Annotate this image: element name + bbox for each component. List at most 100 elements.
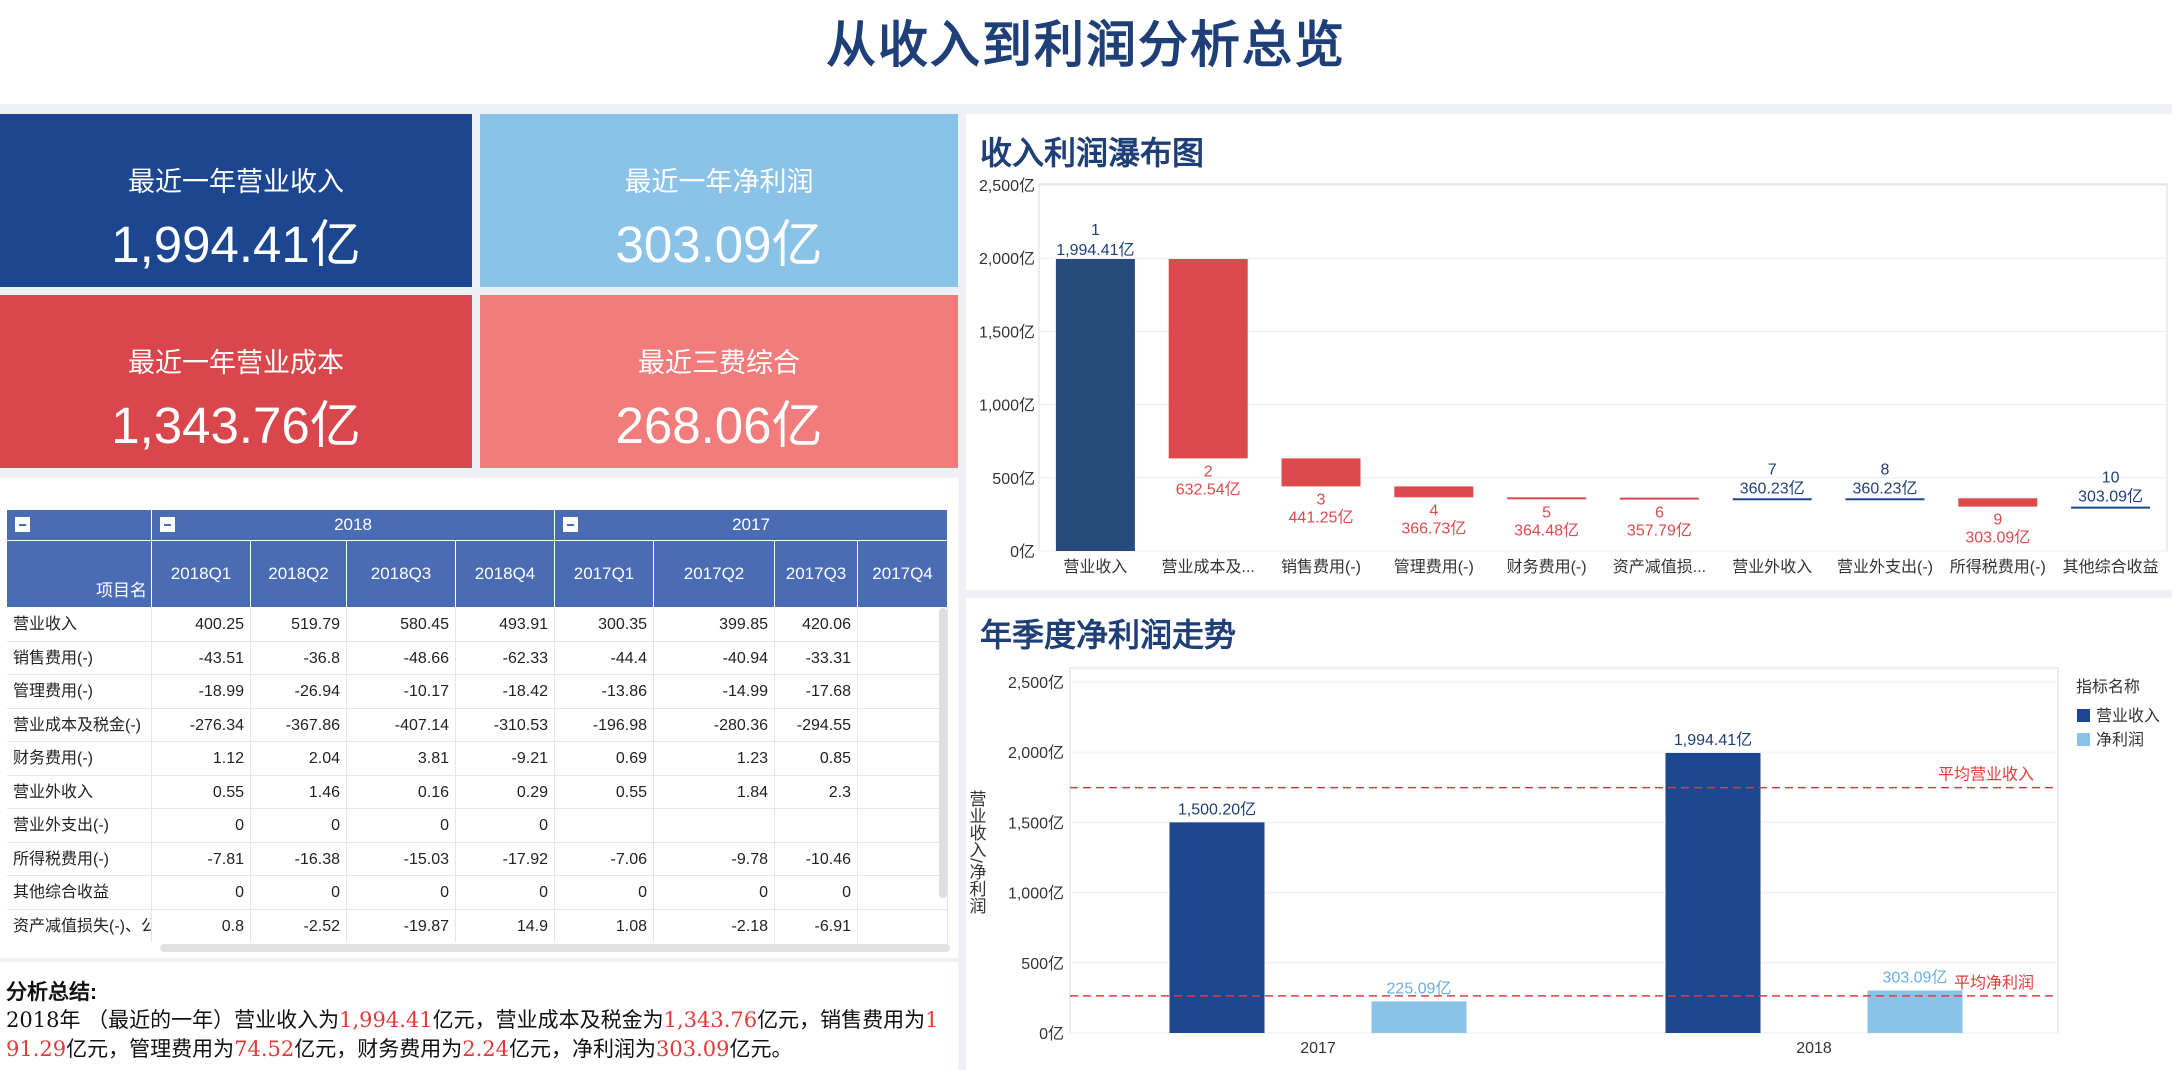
table-row[interactable]: 营业外支出(-) 0 0 0 0 — [7, 809, 948, 843]
value-cell: 0 — [347, 876, 456, 909]
item-header-label: 项目名 — [96, 581, 147, 600]
table-row[interactable]: 其他综合收益 0 0 0 0 0 0 0 — [7, 876, 948, 910]
value-cell: -196.98 — [555, 708, 654, 742]
kpi-card-operating-cost: 最近一年营业成本 1,343.76亿 — [0, 295, 472, 468]
title-bar: 从收入到利润分析总览 — [0, 0, 2172, 104]
reference-line-label: 平均营业收入 — [1938, 766, 2034, 784]
x-tick-label: 2018 — [1796, 1040, 1832, 1057]
value-cell: 0.85 — [775, 742, 858, 775]
value-cell: -19.87 — [347, 909, 456, 942]
bar-index-label: 9 — [1993, 512, 2002, 529]
summary-value: 2.24 — [462, 1037, 510, 1061]
bar — [1958, 498, 2038, 507]
value-cell — [858, 876, 948, 909]
kpi-value: 303.09亿 — [615, 216, 823, 273]
value-cell: 0 — [152, 876, 251, 909]
x-tick-label: 营业外收入 — [1732, 558, 1812, 576]
summary-value: 303.09 — [656, 1037, 730, 1061]
value-cell: 300.35 — [555, 608, 654, 641]
data-label: 1,994.41亿 — [1056, 241, 1134, 259]
y-tick-label: 2,500亿 — [979, 177, 1035, 195]
vertical-scrollbar[interactable] — [939, 608, 947, 898]
value-cell — [858, 775, 948, 809]
pivot-table[interactable]: 2018 2017 项目名 2018Q1 2018Q2 2018Q3 2018Q4 20… — [7, 510, 948, 942]
table-row[interactable]: 销售费用(-) -43.51 -36.8 -48.66 -62.33 -44.4 -40.9… — [7, 641, 948, 675]
summary-text-part: 亿元。 — [729, 1037, 793, 1061]
data-label: 1,500.20亿 — [1178, 800, 1256, 818]
table-row[interactable]: 所得税费用(-) -7.81 -16.38 -15.03 -17.92 -7.06 -9.7… — [7, 842, 948, 876]
value-cell: 0 — [456, 876, 555, 909]
value-cell: 519.79 — [251, 608, 347, 641]
data-label: 360.23亿 — [1853, 479, 1918, 497]
value-cell: -6.91 — [775, 909, 858, 942]
bar — [1665, 752, 1761, 1033]
bar-index-label: 7 — [1768, 461, 1777, 478]
value-cell — [555, 809, 654, 842]
value-cell: -7.81 — [152, 842, 251, 876]
row-name-cell: 销售费用(-) — [7, 641, 152, 675]
bar-index-label: 6 — [1655, 505, 1664, 522]
legend-swatch — [2077, 733, 2090, 746]
chart-title: 收入利润瀑布图 — [980, 135, 1205, 171]
value-cell: 0 — [456, 809, 555, 842]
value-cell: -44.4 — [555, 641, 654, 675]
kpi-label: 最近一年营业收入 — [128, 167, 344, 197]
quarter-header: 2017Q3 — [775, 541, 858, 608]
table-row[interactable]: 管理费用(-) -18.99 -26.94 -10.17 -18.42 -13.86 -14… — [7, 675, 948, 709]
x-tick-label: 所得税费用(-) — [1950, 558, 2046, 576]
summary-value: 1,343.76 — [663, 1008, 758, 1032]
value-cell: -62.33 — [456, 641, 555, 675]
bar — [1507, 497, 1587, 500]
quarter-header: 2018Q4 — [456, 541, 555, 608]
data-label: 303.09亿 — [1965, 529, 2030, 547]
value-cell: -16.38 — [251, 842, 347, 876]
kpi-card-net-profit: 最近一年净利润 303.09亿 — [480, 114, 958, 287]
bar — [1732, 498, 1812, 501]
y-tick-label: 2,500亿 — [1008, 674, 1064, 692]
value-cell: 420.06 — [775, 608, 858, 641]
horizontal-scrollbar[interactable] — [160, 944, 950, 952]
quarter-header: 2018Q1 — [152, 541, 251, 608]
table-row[interactable]: 营业外收入 0.55 1.46 0.16 0.29 0.55 1.84 2.3 — [7, 775, 948, 809]
bar-index-label: 5 — [1542, 504, 1551, 521]
value-cell: 580.45 — [347, 608, 456, 641]
value-cell: -294.55 — [775, 708, 858, 742]
quarter-header: 2017Q2 — [654, 541, 775, 608]
value-cell: 0 — [654, 876, 775, 909]
value-cell: -7.06 — [555, 842, 654, 876]
row-name-cell: 其他综合收益 — [7, 876, 152, 909]
kpi-label: 最近三费综合 — [638, 348, 800, 378]
bar — [1619, 497, 1699, 500]
value-cell: -26.94 — [251, 675, 347, 708]
bar — [1394, 486, 1474, 498]
bar — [1371, 1001, 1467, 1033]
value-cell: -9.21 — [456, 742, 555, 775]
value-cell: 1.08 — [555, 909, 654, 942]
table-row[interactable]: 资产减值损失(-)、公允0.8-2.52-19.8714.91.08-2.18-… — [7, 909, 948, 942]
table-row[interactable]: 财务费用(-) 1.12 2.04 3.81 -9.21 0.69 1.23 0.85 — [7, 742, 948, 776]
x-tick-label: 财务费用(-) — [1507, 558, 1587, 576]
collapse-icon[interactable] — [563, 517, 578, 532]
kpi-label: 最近一年净利润 — [624, 167, 814, 197]
bar — [1055, 259, 1135, 551]
table-row[interactable]: 营业成本及税金(-) -276.34 -367.86 -407.14 -310.53 -1… — [7, 708, 948, 742]
value-cell: 0.69 — [555, 742, 654, 775]
data-label: 366.73亿 — [1401, 519, 1466, 537]
row-name-cell: 管理费用(-) — [7, 675, 152, 708]
value-cell: -15.03 — [347, 842, 456, 876]
table-row[interactable]: 营业收入 400.25 519.79 580.45 493.91 300.35 399.85… — [7, 608, 948, 642]
value-cell: 400.25 — [152, 608, 251, 641]
y-tick-label: 1,000亿 — [979, 397, 1035, 415]
value-cell: 0 — [347, 809, 456, 842]
collapse-icon[interactable] — [160, 517, 175, 532]
header-year-2018: 2018 — [152, 510, 555, 541]
summary-value: 74.52 — [234, 1037, 295, 1061]
data-label: 303.09亿 — [2078, 488, 2143, 506]
kpi-card-three-expenses: 最近三费综合 268.06亿 — [480, 295, 958, 468]
row-name-cell: 营业成本及税金(-) — [7, 708, 152, 742]
value-cell — [858, 675, 948, 708]
x-tick-label: 销售费用(-) — [1281, 558, 1361, 576]
row-name-cell: 资产减值损失(-)、公允 — [7, 909, 152, 942]
collapse-icon[interactable] — [15, 517, 30, 532]
bar-index-label: 8 — [1881, 461, 1890, 478]
